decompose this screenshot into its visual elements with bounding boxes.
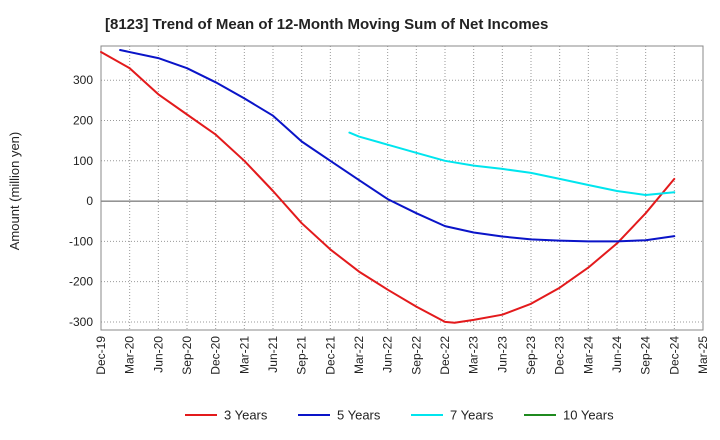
y-tick-label: 200 [73,114,93,128]
x-tick-label: Dec-21 [323,336,337,375]
x-tick-label: Dec-24 [667,336,681,375]
x-tick-label: Dec-20 [209,336,223,375]
y-tick-label: 300 [73,73,93,87]
legend-label-5-years: 5 Years [337,408,381,423]
y-tick-label: -200 [69,275,93,289]
x-tick-label: Jun-20 [151,336,165,373]
x-tick-label: Mar-25 [696,336,710,374]
y-tick-label: -100 [69,234,93,248]
series-line-3-years [100,51,676,324]
y-tick-label: 0 [86,194,93,208]
y-tick-label: 100 [73,154,93,168]
x-tick-label: Sep-22 [409,336,423,375]
series-line-7-years [348,131,676,196]
x-tick-label: Sep-24 [639,336,653,375]
x-tick-label: Jun-23 [495,336,509,373]
legend-label-7-years: 7 Years [450,408,494,423]
x-tick-label: Mar-24 [581,336,595,374]
y-axis-label: Amount (million yen) [7,132,22,251]
legend-label-10-years: 10 Years [563,408,614,423]
x-axis-tick-labels: Dec-19 Mar-20 Jun-20 Sep-20 Dec-20 Mar-21 Jun-… [94,336,710,375]
plot-frame [100,45,704,331]
x-tick-label: Mar-22 [352,336,366,374]
x-tick-label: Jun-22 [381,336,395,373]
x-tick-label: Jun-21 [266,336,280,373]
x-tick-label: Jun-24 [610,336,624,373]
plot-area [101,46,703,330]
x-tick-label: Sep-20 [180,336,194,375]
x-tick-label: Dec-22 [438,336,452,375]
x-tick-label: Mar-20 [123,336,137,374]
x-tick-label: Dec-19 [94,336,108,375]
x-tick-label: Sep-21 [295,336,309,375]
y-axis-tick-labels: -300 -200 -100 0 100 200 300 [69,73,93,329]
x-tick-label: Mar-23 [467,336,481,374]
y-tick-label: -300 [69,315,93,329]
series-line-5-years [119,49,676,243]
x-tick-label: Sep-23 [524,336,538,375]
chart-title: [8123] Trend of Mean of 12-Month Moving … [105,16,549,33]
legend-label-3-years: 3 Years [224,408,268,423]
x-tick-label: Dec-23 [553,336,567,375]
x-tick-label: Mar-21 [237,336,251,374]
series-layer [100,49,676,324]
legend: 3 Years 5 Years 7 Years 10 Years [185,408,614,423]
